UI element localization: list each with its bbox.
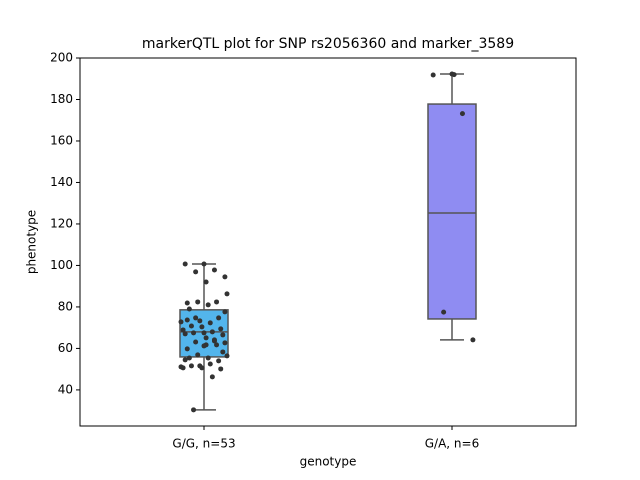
- data-point: [451, 72, 457, 78]
- data-point: [216, 358, 222, 364]
- data-point: [188, 363, 194, 369]
- data-point: [211, 337, 217, 343]
- data-point: [199, 324, 205, 330]
- x-tick-label: G/A, n=6: [425, 437, 479, 451]
- y-tick-label: 140: [50, 175, 73, 189]
- y-tick-label: 60: [58, 341, 73, 355]
- x-tick-label: G/G, n=53: [172, 437, 235, 451]
- data-point: [180, 327, 186, 333]
- data-point: [214, 299, 220, 305]
- data-point: [182, 261, 188, 267]
- data-point: [218, 366, 224, 372]
- data-point: [182, 357, 188, 363]
- data-point: [197, 318, 203, 324]
- y-tick-label: 40: [58, 382, 73, 396]
- x-axis-label: genotype: [300, 455, 357, 469]
- data-point: [222, 309, 228, 315]
- data-point: [220, 332, 226, 338]
- data-point: [207, 361, 213, 367]
- y-tick-label: 120: [50, 216, 73, 230]
- y-tick-label: 200: [50, 51, 73, 65]
- data-point: [201, 261, 207, 267]
- data-point: [430, 72, 436, 78]
- data-point: [222, 340, 228, 346]
- data-point: [220, 349, 226, 355]
- data-point: [201, 330, 207, 336]
- data-point: [224, 291, 230, 297]
- y-axis-label: phenotype: [25, 210, 39, 274]
- chart-title: markerQTL plot for SNP rs2056360 and mar…: [142, 36, 514, 52]
- data-point: [182, 331, 188, 337]
- y-tick-label: 160: [50, 133, 73, 147]
- data-point: [211, 267, 217, 273]
- data-point: [195, 352, 201, 358]
- data-point: [207, 320, 213, 326]
- y-tick-label: 80: [58, 299, 73, 313]
- data-point: [199, 365, 205, 371]
- data-point: [193, 269, 199, 275]
- data-point: [205, 355, 211, 361]
- data-point: [186, 355, 192, 361]
- y-tick-label: 180: [50, 92, 73, 106]
- data-point: [203, 279, 209, 285]
- data-point: [178, 319, 184, 325]
- data-point: [184, 317, 190, 323]
- data-point: [224, 353, 230, 359]
- data-point: [191, 330, 197, 336]
- y-tick-label: 100: [50, 258, 73, 272]
- data-point: [180, 365, 186, 371]
- data-point: [222, 274, 228, 280]
- data-point: [214, 342, 220, 348]
- data-point: [193, 315, 199, 321]
- box: [427, 103, 477, 320]
- data-point: [441, 309, 447, 315]
- data-point: [203, 335, 209, 341]
- data-point: [209, 374, 215, 380]
- data-point: [470, 337, 476, 343]
- data-point: [218, 326, 224, 332]
- data-point: [209, 329, 215, 335]
- data-point: [186, 306, 192, 312]
- data-point: [459, 111, 465, 117]
- plot-frame: [79, 57, 577, 427]
- data-point: [193, 339, 199, 345]
- data-point: [201, 343, 207, 349]
- data-point: [216, 315, 222, 321]
- data-point: [195, 299, 201, 305]
- data-point: [191, 407, 197, 413]
- data-point: [205, 302, 211, 308]
- data-point: [188, 323, 194, 329]
- data-point: [184, 300, 190, 306]
- data-point: [184, 346, 190, 352]
